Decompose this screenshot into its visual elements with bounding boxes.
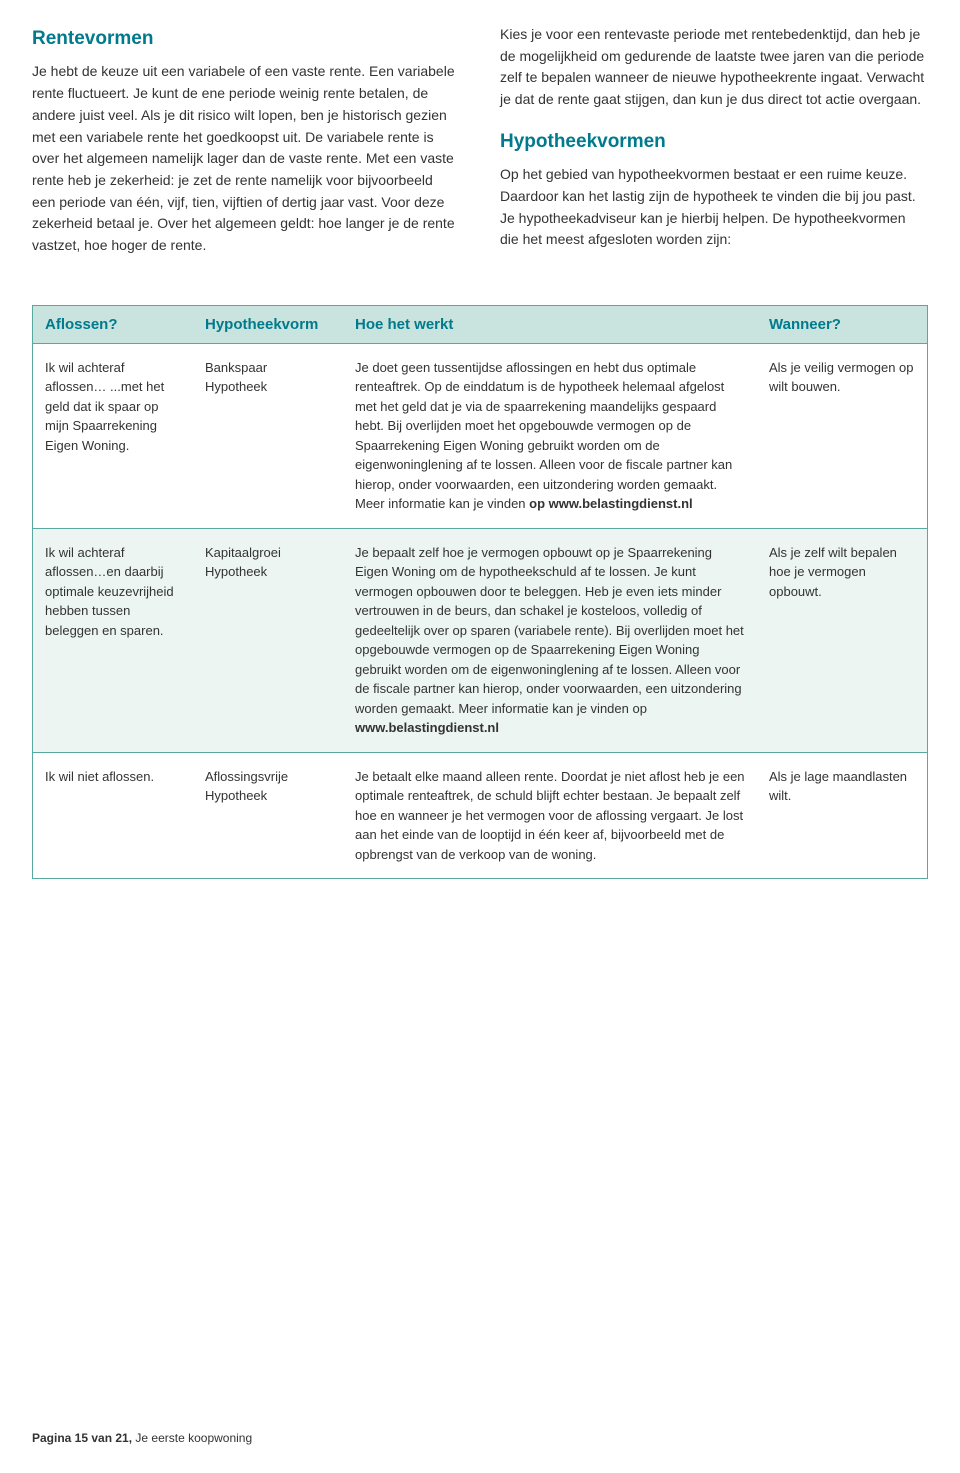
table-header-row: Aflossen? Hypotheekvorm Hoe het werkt Wa…	[33, 306, 927, 344]
heading-rentevormen: Rentevormen	[32, 24, 460, 53]
hypotheek-table: Aflossen? Hypotheekvorm Hoe het werkt Wa…	[33, 306, 927, 879]
th-aflossen: Aflossen?	[33, 306, 193, 344]
th-wanneer: Wanneer?	[757, 306, 927, 344]
cell-aflossen: Ik wil achteraf aflossen…en daarbij opti…	[33, 528, 193, 752]
cell-link-text: op www.belastingdienst.nl	[529, 496, 692, 511]
table-row: Ik wil achteraf aflossen…en daarbij opti…	[33, 528, 927, 752]
th-hoe-het-werkt: Hoe het werkt	[343, 306, 757, 344]
th-hypotheekvorm: Hypotheekvorm	[193, 306, 343, 344]
page-footer: Pagina 15 van 21, Je eerste koopwoning	[32, 1431, 252, 1445]
cell-hypotheekvorm: Bankspaar Hypotheek	[193, 343, 343, 528]
paragraph-rentevormen: Je hebt de keuze uit een variabele of ee…	[32, 61, 460, 256]
cell-wanneer: Als je zelf wilt bepalen hoe je vermogen…	[757, 528, 927, 752]
cell-hoe-het-werkt: Je betaalt elke maand alleen rente. Door…	[343, 752, 757, 878]
table-body: Ik wil achteraf aflossen… ...met het gel…	[33, 343, 927, 878]
table-row: Ik wil niet aflossen.Aflossingsvrije Hyp…	[33, 752, 927, 878]
hypotheek-table-wrap: Aflossen? Hypotheekvorm Hoe het werkt Wa…	[32, 305, 928, 880]
cell-hypotheekvorm: Aflossingsvrije Hypotheek	[193, 752, 343, 878]
paragraph-rentebedenktijd: Kies je voor een rentevaste periode met …	[500, 24, 928, 111]
cell-aflossen: Ik wil achteraf aflossen… ...met het gel…	[33, 343, 193, 528]
cell-hoe-het-werkt: Je bepaalt zelf hoe je vermogen opbouwt …	[343, 528, 757, 752]
right-column: Kies je voor een rentevaste periode met …	[500, 24, 928, 273]
left-column: Rentevormen Je hebt de keuze uit een var…	[32, 24, 460, 273]
cell-hoe-het-werkt: Je doet geen tussentijdse aflossingen en…	[343, 343, 757, 528]
intro-columns: Rentevormen Je hebt de keuze uit een var…	[32, 24, 928, 273]
cell-hypotheekvorm: Kapitaalgroei Hypotheek	[193, 528, 343, 752]
footer-page-number: Pagina 15 van 21,	[32, 1431, 132, 1445]
heading-hypotheekvormen: Hypotheekvormen	[500, 127, 928, 156]
footer-doc-title: Je eerste koopwoning	[132, 1431, 252, 1445]
cell-wanneer: Als je lage maandlasten wilt.	[757, 752, 927, 878]
paragraph-hypotheekvormen: Op het gebied van hypotheekvormen bestaa…	[500, 164, 928, 251]
cell-aflossen: Ik wil niet aflossen.	[33, 752, 193, 878]
cell-link-text: www.belastingdienst.nl	[355, 720, 499, 735]
cell-wanneer: Als je veilig vermogen op wilt bouwen.	[757, 343, 927, 528]
table-row: Ik wil achteraf aflossen… ...met het gel…	[33, 343, 927, 528]
